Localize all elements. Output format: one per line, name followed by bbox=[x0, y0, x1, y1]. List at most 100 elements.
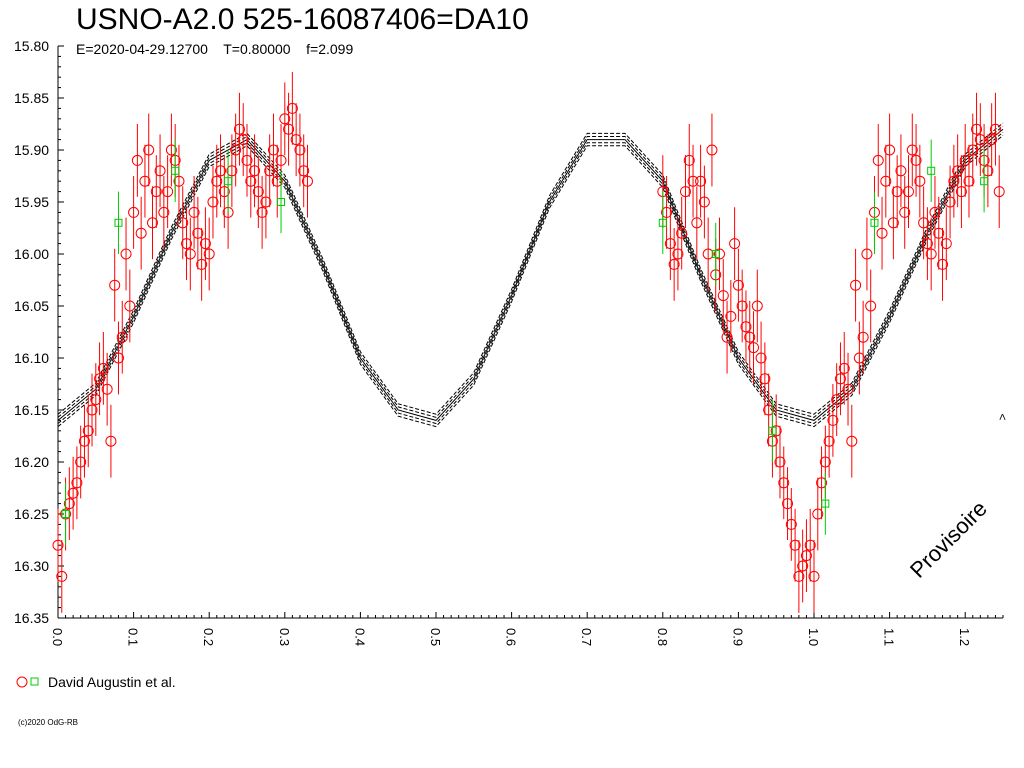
data-point-circle bbox=[67, 487, 79, 499]
data-point-circle bbox=[721, 331, 733, 343]
data-point-circle bbox=[903, 186, 914, 198]
data-point-circle bbox=[800, 550, 812, 562]
data-point-circle bbox=[177, 217, 189, 229]
data-point-circle bbox=[755, 352, 767, 364]
data-point-square bbox=[61, 510, 70, 518]
data-point-circle bbox=[245, 175, 257, 187]
data-point-circle bbox=[184, 248, 196, 260]
data-point-circle bbox=[838, 362, 850, 374]
data-point-circle bbox=[56, 570, 68, 582]
data-point-circle bbox=[676, 227, 688, 239]
data-point-circle bbox=[963, 175, 975, 187]
data-point-square bbox=[870, 218, 879, 227]
data-point-circle bbox=[86, 404, 98, 416]
y-tick-label: 16.35 bbox=[14, 610, 49, 626]
data-point-circle bbox=[230, 144, 242, 156]
x-tick-label: 0.0 bbox=[50, 628, 65, 646]
data-point-circle bbox=[105, 435, 117, 447]
data-point-circle bbox=[181, 238, 193, 250]
data-point-circle bbox=[785, 518, 797, 530]
data-point-circle bbox=[203, 248, 215, 260]
data-point-circle bbox=[679, 186, 691, 198]
data-point-circle bbox=[218, 186, 230, 198]
model-curve-line bbox=[57, 125, 1004, 418]
chart-subtitle: E=2020-04-29.12700 T=0.80000 f=2.099 bbox=[76, 41, 354, 57]
data-point-circle bbox=[290, 134, 302, 146]
x-tick-label: 0.8 bbox=[655, 628, 670, 646]
data-point-square bbox=[711, 250, 720, 258]
data-point-circle bbox=[286, 102, 298, 114]
data-point-circle bbox=[793, 570, 805, 582]
data-point-circle bbox=[986, 134, 998, 146]
legend-label: David Augustin et al. bbox=[48, 674, 176, 690]
data-point-circle bbox=[732, 279, 744, 291]
data-point-circle bbox=[782, 498, 794, 510]
data-point-circle bbox=[101, 383, 113, 395]
data-point-circle bbox=[668, 258, 680, 270]
y-tick-label: 16.10 bbox=[14, 350, 49, 366]
data-point-circle bbox=[706, 144, 718, 156]
data-point-square bbox=[658, 218, 667, 227]
data-point-circle bbox=[687, 175, 699, 187]
data-point-circle bbox=[971, 123, 983, 135]
data-point-circle bbox=[683, 154, 695, 166]
x-tick-label: 0.5 bbox=[428, 628, 443, 646]
data-point-circle bbox=[260, 196, 272, 208]
data-point-circle bbox=[52, 539, 64, 551]
data-point-circle bbox=[241, 154, 253, 166]
data-point-circle bbox=[275, 154, 287, 166]
data-point-circle bbox=[120, 248, 132, 260]
legend-marker-icon bbox=[16, 676, 39, 688]
x-tick-label: 1.1 bbox=[882, 628, 897, 646]
data-point-circle bbox=[702, 248, 714, 260]
side-marker: < bbox=[995, 413, 1010, 421]
chart-title: USNO-A2.0 525-16087406=DA10 bbox=[76, 3, 529, 36]
data-point-circle bbox=[147, 217, 158, 229]
data-point-circle bbox=[967, 144, 979, 156]
data-point-circle bbox=[283, 123, 295, 135]
data-point-circle bbox=[948, 175, 960, 187]
data-point-circle bbox=[846, 435, 858, 447]
model-curve-line bbox=[57, 135, 1004, 428]
x-tick-label: 0.3 bbox=[277, 628, 292, 646]
data-point-circle bbox=[789, 539, 801, 551]
model-curve-line bbox=[57, 122, 1004, 415]
data-point-circle bbox=[880, 175, 892, 187]
data-point-circle bbox=[850, 279, 862, 291]
data-point-circle bbox=[937, 258, 949, 270]
data-point-circle bbox=[199, 238, 211, 250]
data-point-circle bbox=[249, 165, 261, 177]
data-point-square bbox=[114, 218, 123, 227]
data-point-circle bbox=[301, 175, 313, 187]
data-point-circle bbox=[63, 498, 75, 510]
data-point-circle bbox=[211, 175, 223, 187]
data-point-circle bbox=[90, 394, 102, 406]
x-tick-label: 0.9 bbox=[730, 628, 745, 646]
data-point-circle bbox=[910, 154, 922, 166]
y-tick-label: 15.95 bbox=[14, 194, 49, 210]
data-point-circle bbox=[294, 144, 306, 156]
y-tick-label: 15.90 bbox=[14, 142, 49, 158]
data-point-circle bbox=[748, 342, 760, 354]
data-point-circle bbox=[94, 373, 106, 385]
data-point-circle bbox=[75, 456, 87, 468]
data-point-square bbox=[980, 177, 989, 186]
data-point-circle bbox=[664, 238, 676, 250]
data-point-circle bbox=[891, 186, 903, 198]
x-tick-label: 0.2 bbox=[201, 628, 216, 646]
data-point-circle bbox=[774, 456, 786, 468]
data-point-circle bbox=[744, 331, 756, 343]
data-point-circle bbox=[842, 383, 854, 395]
data-point-circle bbox=[955, 186, 967, 198]
x-tick-label: 1.0 bbox=[806, 628, 821, 646]
data-point-circle bbox=[816, 477, 828, 489]
data-point-circle bbox=[717, 290, 729, 302]
data-point-circle bbox=[804, 539, 816, 551]
y-tick-label: 16.15 bbox=[14, 402, 49, 418]
data-point-circle bbox=[672, 248, 684, 260]
data-point-circle bbox=[158, 206, 170, 218]
data-point-circle bbox=[982, 165, 994, 177]
data-point-circle bbox=[952, 165, 964, 177]
data-point-circle bbox=[298, 165, 310, 177]
